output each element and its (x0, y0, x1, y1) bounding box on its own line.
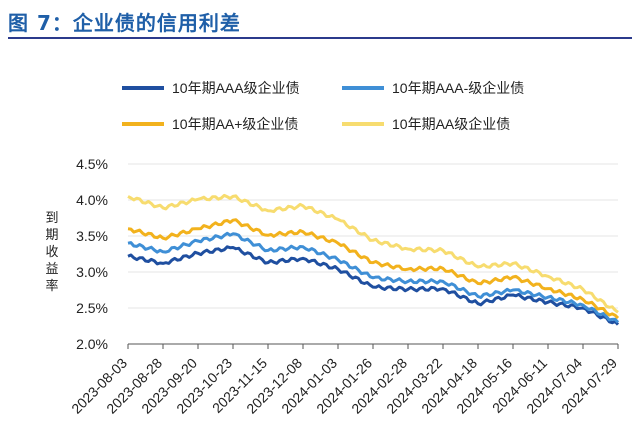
x-axis-ticks: 2023-08-032023-08-282023-09-202023-10-23… (68, 344, 620, 417)
y-tick-label: 4.0% (76, 192, 108, 208)
title-divider (8, 37, 632, 39)
y-axis-ticks: 2.0% 2.5% 3.0% 3.5% 4.0% 4.5% (76, 156, 108, 352)
y-tick-label: 3.5% (76, 228, 108, 244)
legend-label-2: 10年期AAA-级企业债 (392, 80, 524, 96)
y-tick-label: 3.0% (76, 264, 108, 280)
y-tick-label: 2.0% (76, 336, 108, 352)
y-label-char: 到 (45, 211, 58, 226)
y-label-char: 期 (45, 228, 58, 243)
series-line-2 (127, 231, 620, 324)
y-label-char: 益 (45, 262, 58, 277)
y-tick-label: 4.5% (76, 156, 108, 172)
series-line-3 (127, 218, 620, 320)
figure-header: 图 7：企业债的信用利差 (8, 6, 632, 36)
series-line-4 (127, 193, 619, 314)
series-line-1 (127, 245, 620, 326)
series-lines (127, 193, 620, 326)
y-label-char: 收 (45, 245, 58, 260)
figure-title: 图 7：企业债的信用利差 (8, 10, 241, 35)
y-label-char: 率 (45, 278, 58, 294)
legend-label-4: 10年期AA级企业债 (392, 116, 510, 132)
y-tick-label: 2.5% (76, 300, 108, 316)
legend-label-3: 10年期AA+级企业债 (172, 116, 298, 132)
legend-label-1: 10年期AAA级企业债 (172, 80, 300, 96)
legend: 10年期AAA级企业债 10年期AAA-级企业债 10年期AA+级企业债 10年期AA… (122, 80, 524, 132)
